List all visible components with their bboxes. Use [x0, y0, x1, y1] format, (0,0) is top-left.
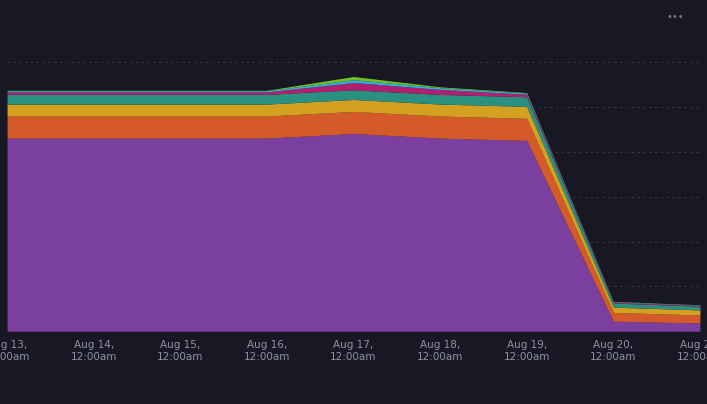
Text: •••: ••• [667, 12, 684, 22]
